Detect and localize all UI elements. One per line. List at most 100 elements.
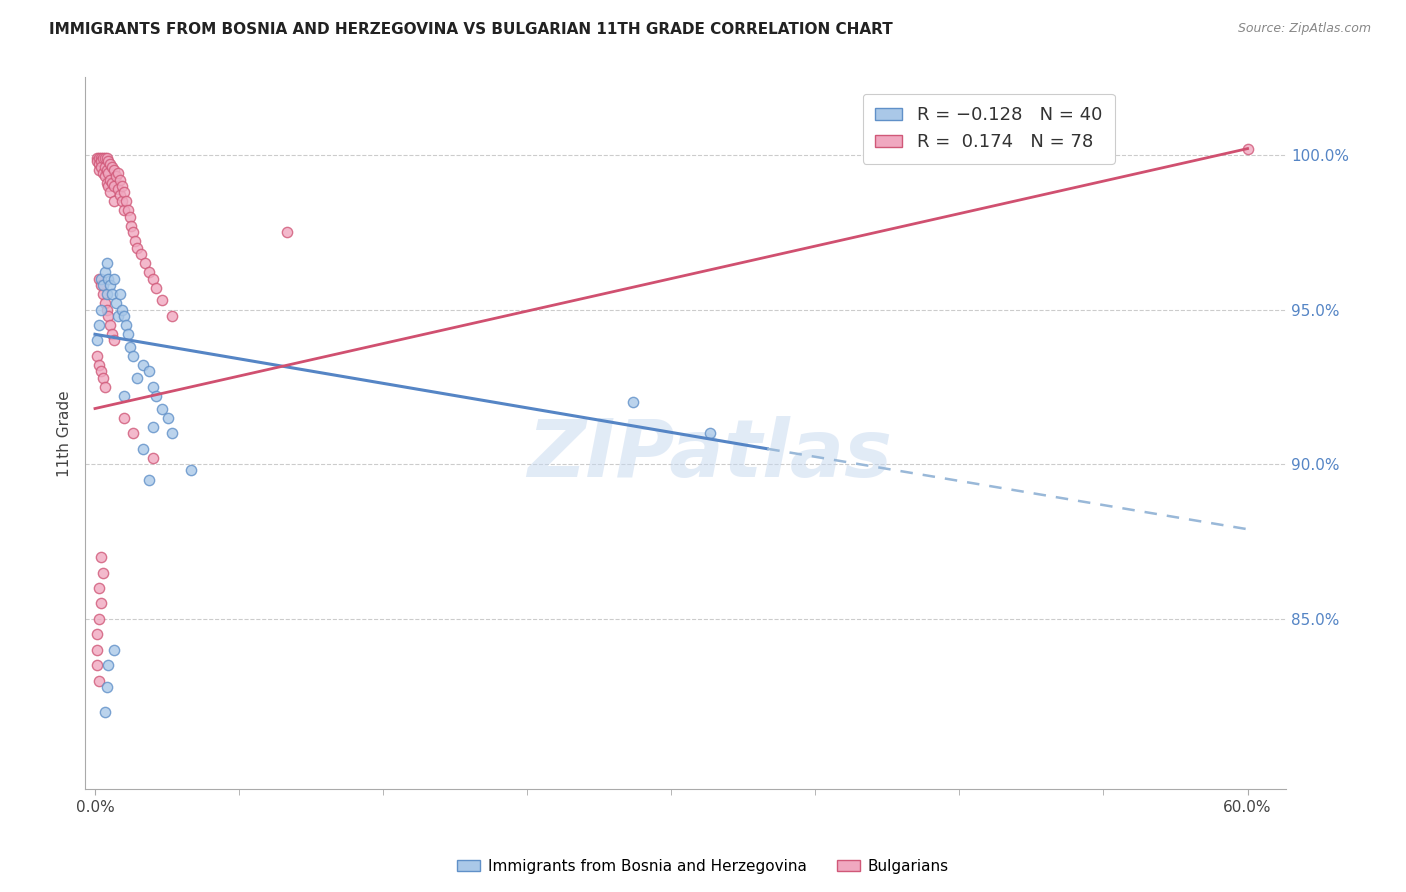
Point bbox=[87, 673, 110, 688]
Point bbox=[93, 296, 115, 310]
Point bbox=[132, 358, 155, 372]
Point bbox=[132, 442, 155, 456]
Point bbox=[98, 185, 121, 199]
Point bbox=[111, 194, 134, 209]
Point bbox=[91, 277, 114, 292]
Point bbox=[93, 380, 115, 394]
Point bbox=[699, 426, 721, 441]
Point bbox=[276, 225, 298, 239]
Point bbox=[96, 287, 118, 301]
Point bbox=[91, 566, 114, 580]
Point bbox=[103, 178, 125, 193]
Point bbox=[108, 287, 131, 301]
Legend: Immigrants from Bosnia and Herzegovina, Bulgarians: Immigrants from Bosnia and Herzegovina, … bbox=[451, 853, 955, 880]
Point bbox=[122, 426, 145, 441]
Point bbox=[86, 334, 108, 348]
Point bbox=[91, 151, 114, 165]
Point bbox=[90, 277, 112, 292]
Point bbox=[121, 219, 143, 233]
Point bbox=[96, 176, 118, 190]
Text: Source: ZipAtlas.com: Source: ZipAtlas.com bbox=[1237, 22, 1371, 36]
Point bbox=[93, 160, 115, 174]
Point bbox=[117, 327, 139, 342]
Point bbox=[103, 271, 125, 285]
Point bbox=[108, 188, 131, 202]
Point bbox=[90, 364, 112, 378]
Point bbox=[112, 185, 135, 199]
Point bbox=[105, 296, 128, 310]
Point bbox=[86, 658, 108, 673]
Point bbox=[90, 597, 112, 611]
Point bbox=[145, 281, 167, 295]
Point bbox=[93, 169, 115, 184]
Point bbox=[87, 157, 110, 171]
Y-axis label: 11th Grade: 11th Grade bbox=[58, 390, 72, 476]
Point bbox=[138, 265, 160, 279]
Point bbox=[129, 247, 152, 261]
Point bbox=[93, 265, 115, 279]
Point bbox=[97, 178, 120, 193]
Point bbox=[124, 235, 146, 249]
Point bbox=[118, 340, 141, 354]
Text: IMMIGRANTS FROM BOSNIA AND HERZEGOVINA VS BULGARIAN 11TH GRADE CORRELATION CHART: IMMIGRANTS FROM BOSNIA AND HERZEGOVINA V… bbox=[49, 22, 893, 37]
Point bbox=[114, 318, 136, 332]
Point bbox=[145, 389, 167, 403]
Point bbox=[150, 293, 173, 308]
Point bbox=[96, 151, 118, 165]
Point bbox=[101, 327, 124, 342]
Point bbox=[91, 287, 114, 301]
Point bbox=[108, 172, 131, 186]
Point bbox=[86, 627, 108, 641]
Point bbox=[91, 370, 114, 384]
Point bbox=[107, 166, 129, 180]
Point bbox=[96, 163, 118, 178]
Point bbox=[142, 451, 165, 466]
Point bbox=[621, 395, 644, 409]
Point bbox=[117, 203, 139, 218]
Point bbox=[142, 271, 165, 285]
Point bbox=[150, 401, 173, 416]
Point bbox=[87, 318, 110, 332]
Point bbox=[112, 309, 135, 323]
Point bbox=[112, 203, 135, 218]
Point bbox=[122, 349, 145, 363]
Point bbox=[101, 176, 124, 190]
Point bbox=[111, 302, 134, 317]
Point bbox=[86, 349, 108, 363]
Point bbox=[103, 194, 125, 209]
Point bbox=[87, 581, 110, 595]
Point bbox=[107, 309, 129, 323]
Point bbox=[107, 182, 129, 196]
Point bbox=[87, 151, 110, 165]
Point bbox=[103, 643, 125, 657]
Point bbox=[86, 153, 108, 168]
Point bbox=[142, 380, 165, 394]
Point bbox=[160, 309, 183, 323]
Point bbox=[111, 178, 134, 193]
Point bbox=[97, 309, 120, 323]
Point bbox=[87, 358, 110, 372]
Point bbox=[122, 225, 145, 239]
Point bbox=[93, 151, 115, 165]
Point bbox=[103, 163, 125, 178]
Point bbox=[138, 364, 160, 378]
Point bbox=[96, 680, 118, 694]
Point bbox=[127, 370, 149, 384]
Point bbox=[138, 473, 160, 487]
Point bbox=[90, 302, 112, 317]
Point bbox=[160, 426, 183, 441]
Point bbox=[134, 256, 156, 270]
Point bbox=[97, 153, 120, 168]
Point bbox=[112, 389, 135, 403]
Point bbox=[93, 705, 115, 719]
Point bbox=[142, 420, 165, 434]
Point bbox=[118, 210, 141, 224]
Point bbox=[96, 302, 118, 317]
Point bbox=[98, 277, 121, 292]
Point bbox=[90, 153, 112, 168]
Point bbox=[97, 166, 120, 180]
Point bbox=[112, 410, 135, 425]
Point bbox=[87, 271, 110, 285]
Point bbox=[98, 318, 121, 332]
Point bbox=[180, 463, 202, 477]
